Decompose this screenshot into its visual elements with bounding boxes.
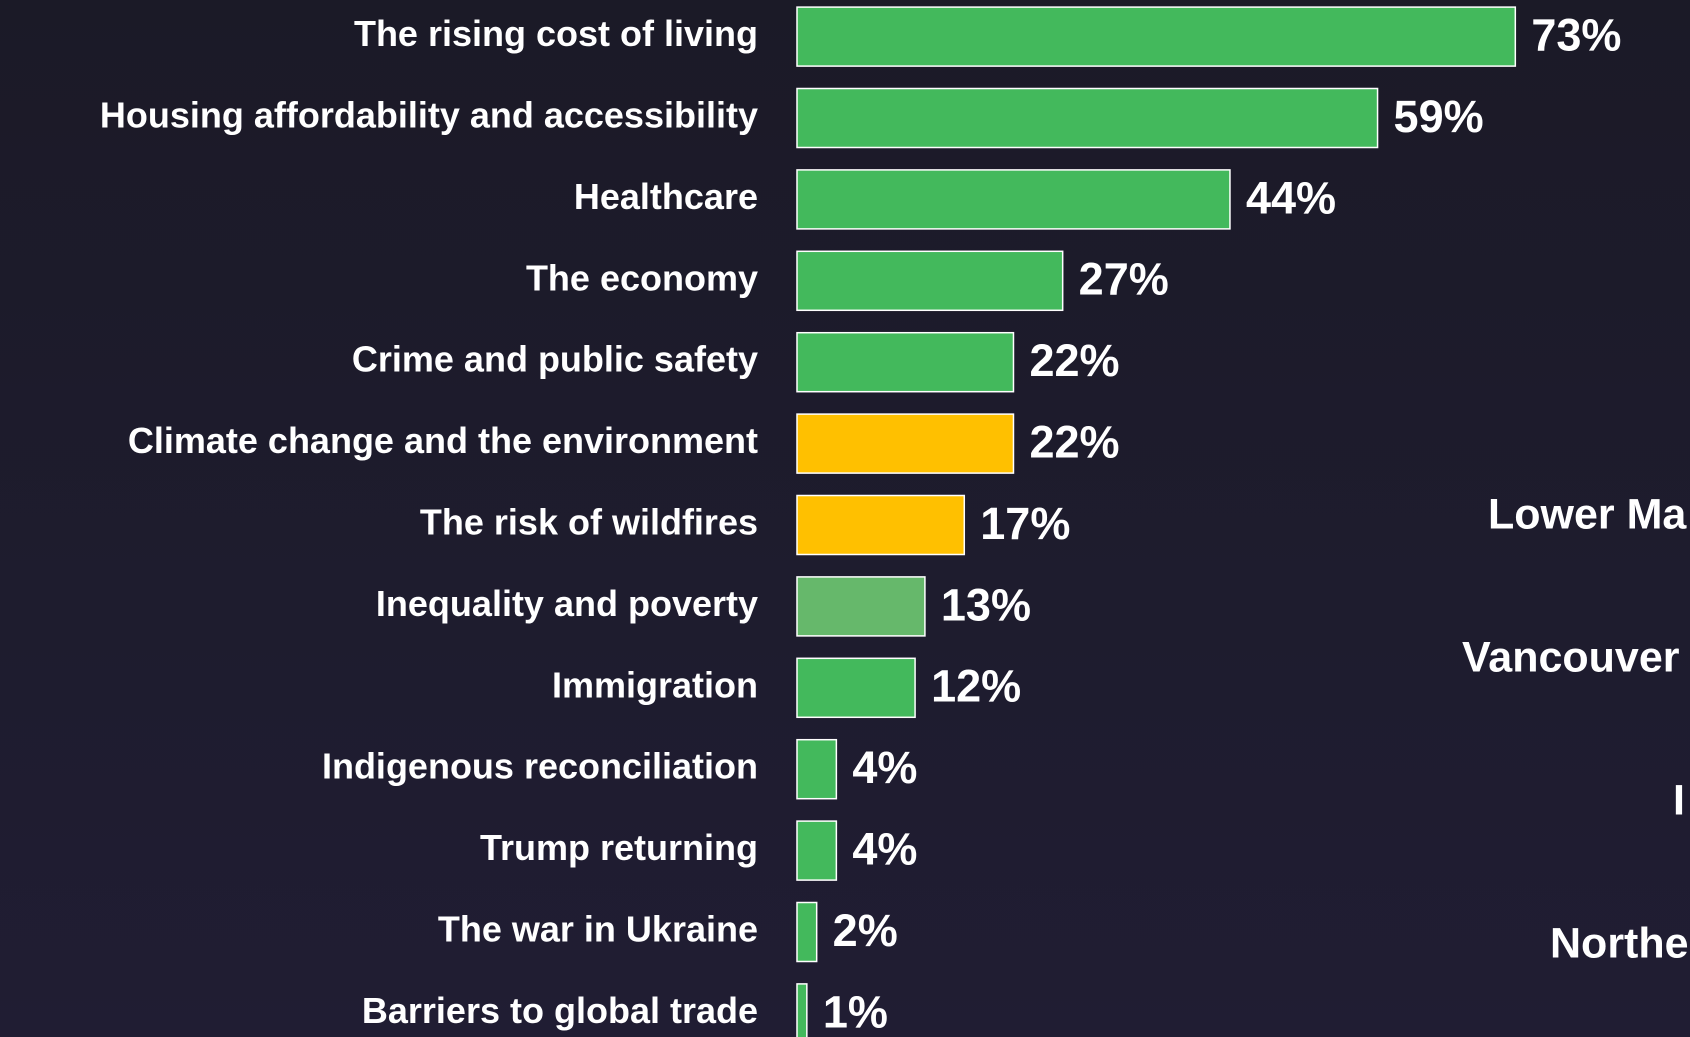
value-label: 44% bbox=[1246, 172, 1336, 223]
value-label: 17% bbox=[980, 498, 1070, 549]
category-label: Barriers to global trade bbox=[362, 990, 758, 1031]
bar bbox=[796, 494, 966, 556]
bar bbox=[796, 983, 808, 1037]
category-label: The war in Ukraine bbox=[438, 909, 758, 950]
region-label: Lower Ma bbox=[1488, 490, 1687, 538]
category-label: The risk of wildfires bbox=[420, 502, 758, 543]
region-label: Vancouver bbox=[1462, 633, 1680, 681]
category-label: Healthcare bbox=[574, 176, 758, 217]
category-label: The rising cost of living bbox=[354, 13, 758, 54]
bar bbox=[796, 169, 1231, 230]
category-label: Crime and public safety bbox=[352, 339, 758, 380]
bar bbox=[796, 738, 838, 800]
bar bbox=[796, 87, 1379, 149]
category-label: Trump returning bbox=[480, 827, 758, 868]
bar bbox=[796, 901, 818, 963]
value-label: 27% bbox=[1079, 254, 1169, 305]
value-label: 22% bbox=[1029, 335, 1119, 386]
bar bbox=[796, 250, 1064, 312]
value-label: 73% bbox=[1531, 9, 1621, 60]
value-label: 1% bbox=[823, 986, 888, 1037]
category-label: Climate change and the environment bbox=[128, 420, 758, 461]
value-label: 4% bbox=[852, 742, 917, 793]
bar bbox=[796, 820, 838, 881]
bar bbox=[796, 576, 926, 637]
value-label: 13% bbox=[941, 579, 1031, 630]
category-label: Immigration bbox=[552, 664, 758, 705]
value-label: 12% bbox=[931, 661, 1021, 712]
bar bbox=[796, 6, 1517, 67]
bar bbox=[796, 331, 1015, 393]
category-label: Housing affordability and accessibility bbox=[100, 95, 758, 136]
category-label: Inequality and poverty bbox=[376, 583, 758, 624]
value-label: 59% bbox=[1394, 91, 1484, 142]
value-label: 2% bbox=[833, 905, 898, 956]
value-label: 4% bbox=[852, 823, 917, 874]
region-label: Northe bbox=[1550, 919, 1689, 967]
bar bbox=[796, 657, 916, 719]
bar bbox=[796, 413, 1015, 474]
category-label: Indigenous reconciliation bbox=[322, 746, 758, 787]
value-label: 22% bbox=[1029, 416, 1119, 467]
category-label: The economy bbox=[526, 257, 758, 298]
region-label: I bbox=[1673, 776, 1685, 824]
